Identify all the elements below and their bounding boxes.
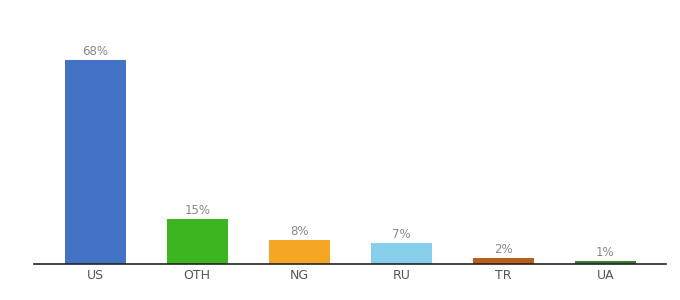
Text: 15%: 15% [184, 204, 210, 217]
Text: 8%: 8% [290, 225, 309, 238]
Bar [167, 219, 228, 264]
Text: 7%: 7% [392, 228, 411, 241]
Bar [269, 240, 330, 264]
Bar [473, 258, 534, 264]
Text: 68%: 68% [82, 45, 108, 58]
Text: 2%: 2% [494, 243, 513, 256]
Bar [371, 243, 432, 264]
Text: 1%: 1% [596, 246, 615, 259]
Bar [65, 60, 126, 264]
Bar [575, 261, 636, 264]
